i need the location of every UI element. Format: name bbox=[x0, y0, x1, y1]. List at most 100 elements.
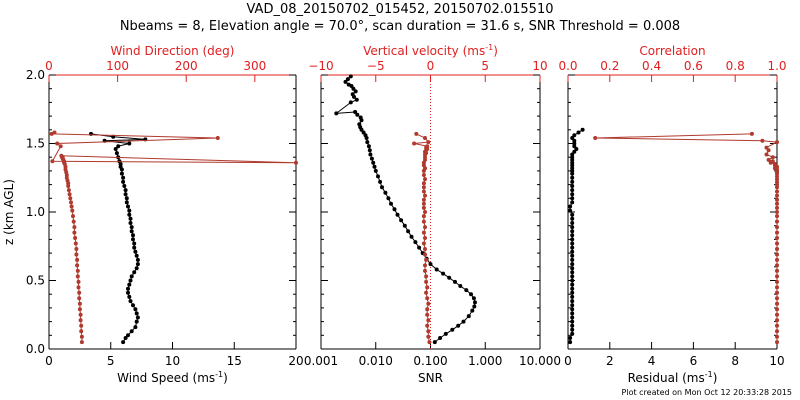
data-point-snr-red bbox=[423, 236, 427, 240]
data-point-snr-red bbox=[425, 323, 430, 328]
data-point-residual-black bbox=[570, 200, 575, 205]
data-point-snr-black bbox=[368, 152, 373, 157]
data-point-residual-black bbox=[570, 152, 575, 157]
series-line-wind-black bbox=[90, 133, 146, 343]
data-point-residual-red bbox=[775, 268, 779, 273]
data-point-snr-black bbox=[406, 229, 411, 234]
data-point-wind-black bbox=[129, 274, 134, 279]
data-point-wind-black bbox=[126, 286, 130, 291]
data-point-wind-red bbox=[75, 274, 80, 279]
data-point-snr-red bbox=[425, 296, 430, 301]
data-point-wind-red bbox=[79, 323, 84, 328]
data-point-snr-black bbox=[461, 319, 466, 324]
data-point-wind-red bbox=[76, 285, 81, 290]
data-point-snr-red bbox=[425, 285, 430, 290]
data-point-residual-red bbox=[775, 318, 779, 323]
data-point-residual-red bbox=[775, 263, 779, 268]
data-point-wind-red bbox=[55, 141, 60, 146]
data-point-wind-black bbox=[128, 299, 133, 304]
data-point-wind-red bbox=[77, 301, 82, 306]
xtick-label-bottom: 4 bbox=[648, 354, 656, 368]
xtick-label-top: 300 bbox=[243, 59, 266, 73]
data-point-wind-black bbox=[124, 196, 129, 201]
data-point-residual-red bbox=[593, 136, 598, 140]
data-point-residual-black bbox=[570, 315, 575, 320]
data-point-snr-red bbox=[421, 214, 426, 219]
data-point-residual-red bbox=[775, 140, 779, 145]
data-point-snr-red bbox=[425, 307, 430, 312]
data-point-wind-red bbox=[79, 334, 84, 339]
xtick-label-top: 0 bbox=[427, 59, 435, 73]
data-point-wind-red bbox=[52, 130, 57, 135]
data-point-residual-red bbox=[775, 247, 779, 251]
data-point-residual-black bbox=[570, 278, 575, 283]
data-point-snr-black bbox=[373, 168, 378, 173]
data-point-wind-black bbox=[123, 192, 128, 197]
data-point-residual-black bbox=[570, 136, 575, 140]
data-point-residual-black bbox=[570, 184, 575, 188]
data-point-wind-red bbox=[59, 153, 64, 158]
data-point-residual-red bbox=[775, 189, 779, 194]
data-point-snr-black bbox=[472, 304, 477, 309]
data-point-residual-red bbox=[749, 131, 754, 136]
data-point-snr-red bbox=[424, 274, 429, 279]
ytick-label: 1.0 bbox=[26, 205, 45, 219]
data-point-wind-red bbox=[215, 136, 220, 140]
data-point-snr-black bbox=[343, 79, 348, 84]
data-point-wind-red bbox=[67, 192, 72, 197]
data-point-wind-black bbox=[128, 278, 133, 283]
xlabel-top-residual: Correlation bbox=[639, 44, 705, 58]
data-point-wind-black bbox=[127, 212, 132, 217]
data-point-wind-black bbox=[121, 179, 126, 184]
data-point-snr-red bbox=[426, 301, 431, 306]
data-point-residual-red bbox=[775, 329, 779, 334]
xlabel-top-snr: Vertical velocity (ms-1) bbox=[363, 43, 498, 58]
data-point-residual-red bbox=[775, 241, 779, 246]
data-point-snr-black bbox=[464, 288, 469, 293]
data-point-wind-black bbox=[123, 188, 128, 193]
data-point-wind-red bbox=[69, 200, 73, 205]
data-point-wind-black bbox=[113, 147, 118, 151]
ytick-label: 0.5 bbox=[26, 274, 45, 288]
data-point-snr-red bbox=[421, 189, 426, 194]
data-point-snr-red bbox=[423, 268, 427, 273]
data-point-snr-black bbox=[389, 201, 393, 206]
data-point-residual-black bbox=[570, 179, 575, 184]
data-point-snr-red bbox=[421, 219, 426, 224]
data-point-wind-black bbox=[126, 290, 130, 295]
data-point-snr-black bbox=[458, 284, 463, 288]
data-point-wind-black bbox=[123, 336, 128, 340]
data-point-snr-red bbox=[426, 329, 431, 334]
data-point-wind-black bbox=[131, 303, 135, 308]
data-point-wind-red bbox=[69, 204, 74, 209]
ytick-label: 2.0 bbox=[26, 68, 45, 82]
data-point-snr-black bbox=[361, 130, 366, 135]
data-point-snr-red bbox=[414, 131, 419, 136]
data-point-residual-black bbox=[570, 229, 575, 234]
data-point-wind-black bbox=[134, 266, 139, 271]
data-point-residual-red bbox=[775, 274, 779, 279]
data-point-wind-black bbox=[127, 141, 132, 146]
data-point-snr-red bbox=[421, 185, 426, 190]
data-point-residual-black bbox=[570, 175, 575, 180]
xtick-label-top: 10 bbox=[532, 59, 547, 73]
data-point-wind-red bbox=[77, 307, 82, 312]
data-point-residual-black bbox=[570, 262, 575, 267]
xtick-label-top: 0.8 bbox=[726, 59, 745, 73]
xtick-label-bottom: 0 bbox=[45, 354, 53, 368]
data-point-wind-red bbox=[71, 214, 75, 219]
data-point-wind-black bbox=[119, 171, 124, 176]
data-point-snr-red bbox=[423, 263, 427, 268]
data-point-wind-black bbox=[135, 262, 140, 267]
data-point-snr-black bbox=[441, 271, 446, 276]
data-point-wind-black bbox=[126, 204, 130, 209]
data-point-residual-red bbox=[775, 279, 779, 284]
xtick-label-bottom: 6 bbox=[690, 354, 698, 368]
data-point-snr-black bbox=[367, 148, 372, 153]
data-point-snr-black bbox=[438, 336, 443, 340]
data-point-residual-red bbox=[770, 159, 775, 164]
data-point-snr-red bbox=[421, 201, 426, 206]
data-point-snr-black bbox=[353, 110, 358, 114]
data-point-snr-black bbox=[473, 300, 477, 305]
data-point-snr-black bbox=[354, 97, 359, 102]
